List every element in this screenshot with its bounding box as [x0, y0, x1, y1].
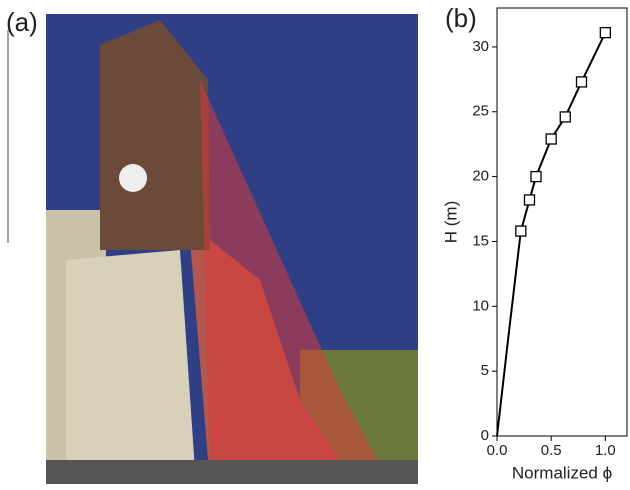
marker [575, 76, 588, 88]
x-tick-label: 0.0 [487, 442, 508, 459]
photo-label: (a) [6, 7, 38, 37]
x-axis-label: Normalized ϕ [512, 463, 612, 482]
line [496, 32, 607, 437]
tower [100, 20, 210, 250]
highlight [200, 80, 390, 484]
plot-frame [496, 7, 628, 437]
clock [119, 164, 147, 192]
marker [515, 225, 527, 237]
marker [559, 111, 571, 123]
marker [545, 133, 557, 145]
y-tick-label: 5 [481, 362, 489, 379]
cars [46, 460, 418, 484]
marker [599, 26, 611, 39]
y-tick-label: 0 [481, 427, 489, 444]
y-tick-label: 25 [472, 103, 489, 120]
marker [530, 170, 542, 183]
photo [46, 14, 418, 484]
y-tick-label: 20 [472, 168, 489, 185]
y-tick-label: 10 [472, 297, 489, 314]
y-tick-label: 30 [472, 38, 489, 55]
y-axis-label: H (m) [441, 201, 460, 243]
panel-label: (b) [445, 3, 477, 33]
marker [523, 194, 536, 206]
y-tick-label: 15 [472, 232, 489, 249]
x-tick-label: 1.0 [595, 442, 616, 459]
x-tick-label: 0.5 [541, 442, 562, 459]
villa [66, 250, 195, 470]
